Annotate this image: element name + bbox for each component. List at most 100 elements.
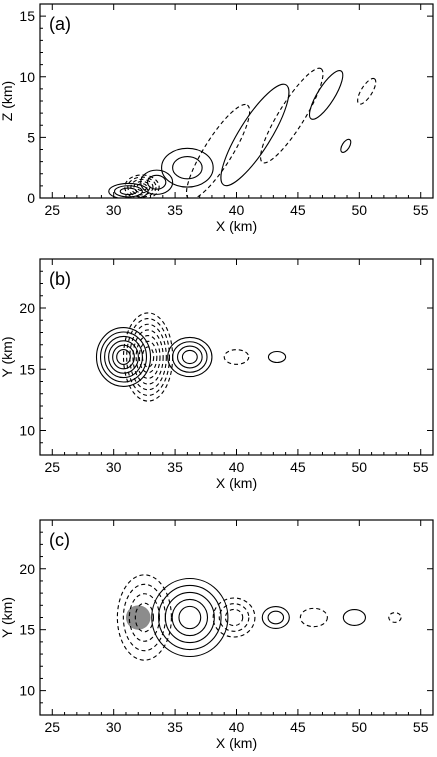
x-axis-label: X (km) [216, 475, 257, 491]
positive-contour [164, 591, 215, 644]
negative-contour [218, 603, 250, 632]
negative-contour [212, 597, 256, 638]
x-tick-label: 50 [352, 719, 368, 735]
positive-contour [220, 83, 290, 187]
negative-contour [357, 77, 377, 105]
plot-frame [39, 519, 434, 716]
contour-group [116, 574, 402, 661]
positive-contour [261, 605, 290, 630]
negative-contour [130, 178, 154, 196]
y-tick-label: 20 [19, 300, 35, 316]
negative-contour [224, 608, 244, 627]
x-tick-label: 30 [106, 202, 122, 218]
y-tick-label: 0 [27, 190, 35, 206]
x-tick-label: 40 [229, 719, 245, 735]
x-tick-label: 40 [229, 459, 245, 475]
x-tick-label: 55 [413, 459, 429, 475]
x-tick-label: 40 [229, 202, 245, 218]
x-tick-label: 55 [413, 202, 429, 218]
positive-contour [95, 327, 152, 387]
y-tick-label: 15 [19, 8, 35, 24]
positive-contour [146, 174, 167, 190]
x-tick-label: 45 [290, 459, 306, 475]
shaded-region [125, 605, 151, 630]
x-axis-label: X (km) [216, 218, 257, 234]
y-tick-label: 10 [19, 683, 35, 699]
negative-contour [128, 593, 160, 642]
panel-label: (c) [49, 530, 70, 550]
positive-contour [267, 350, 287, 364]
positive-contour [99, 331, 148, 383]
positive-contour [140, 169, 174, 195]
positive-contour [158, 584, 222, 651]
positive-contour [342, 609, 367, 626]
negative-contour [136, 183, 148, 192]
contour-group [108, 67, 377, 198]
x-tick-label: 50 [352, 202, 368, 218]
negative-contour [141, 346, 155, 368]
negative-contour [122, 312, 174, 402]
positive-contour [167, 336, 213, 378]
positive-contour [172, 156, 203, 180]
positive-contour [161, 147, 214, 188]
negative-contour [185, 103, 251, 198]
x-tick-label: 45 [290, 202, 306, 218]
negative-contour [388, 612, 402, 623]
negative-contour [299, 607, 328, 628]
plot-frame [39, 3, 434, 199]
x-tick-label: 25 [44, 459, 60, 475]
y-tick-label: 20 [19, 561, 35, 577]
panel-c: 25 30 35 40 45 50 55 10 15 20 X (km) Y (km) (c) [0, 519, 434, 751]
y-axis-label: Y (km) [0, 337, 15, 378]
positive-contour [151, 577, 229, 658]
negative-contour [138, 340, 158, 374]
negative-contour [134, 602, 154, 633]
y-tick-label: 10 [19, 423, 35, 439]
negative-contour [260, 67, 324, 164]
y-tick-label: 5 [27, 129, 35, 145]
panel-b: 25 30 35 40 45 50 55 10 15 20 X (km) Y (km) (b) [0, 258, 434, 491]
positive-contour [112, 344, 135, 370]
positive-contour [267, 610, 285, 625]
y-tick-label: 10 [19, 69, 35, 85]
panel-label: (b) [49, 269, 71, 289]
positive-contour [308, 70, 344, 120]
positive-contour [178, 605, 202, 630]
positive-contour [104, 335, 143, 379]
positive-contour [176, 345, 203, 369]
panel-a: 25 30 35 40 45 50 55 0 5 10 15 X (km) Z (km) (a) [0, 3, 434, 234]
positive-contour [181, 349, 198, 365]
x-tick-label: 30 [106, 719, 122, 735]
x-tick-label: 35 [167, 459, 183, 475]
x-tick-label: 45 [290, 719, 306, 735]
x-tick-label: 55 [413, 719, 429, 735]
positive-contour [113, 185, 143, 198]
y-tick-label: 15 [19, 361, 35, 377]
x-tick-label: 25 [44, 719, 60, 735]
negative-contour [223, 349, 250, 365]
negative-contour [132, 329, 164, 385]
negative-contour [129, 323, 167, 391]
x-tick-label: 35 [167, 719, 183, 735]
plot-frame [39, 258, 434, 456]
y-axis-label: Z (km) [0, 81, 15, 121]
positive-contour [340, 138, 352, 153]
positive-contour [172, 341, 208, 373]
contour-group [95, 312, 287, 402]
x-tick-label: 50 [352, 459, 368, 475]
negative-contour [124, 174, 160, 198]
y-axis-label: Y (km) [0, 597, 15, 638]
negative-contour [135, 335, 161, 379]
panel-label: (a) [49, 14, 71, 34]
x-tick-label: 30 [106, 459, 122, 475]
x-axis-label: X (km) [216, 735, 257, 751]
positive-contour [116, 349, 131, 365]
x-tick-label: 35 [167, 202, 183, 218]
x-tick-label: 25 [44, 202, 60, 218]
positive-contour [108, 340, 139, 374]
positive-contour [171, 598, 209, 637]
y-tick-label: 15 [19, 622, 35, 638]
negative-contour [116, 574, 172, 661]
negative-contour [126, 318, 171, 396]
